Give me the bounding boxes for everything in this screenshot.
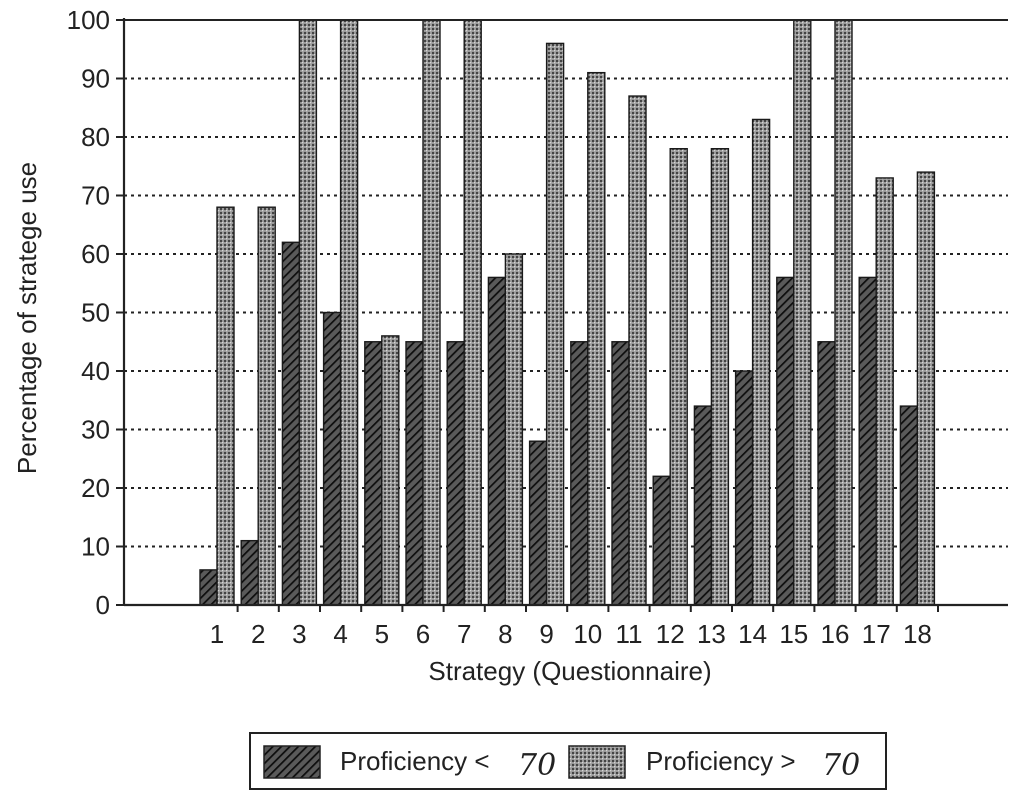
bar-low-3 <box>281 241 301 606</box>
bar-high-15 <box>793 19 812 606</box>
bar-low-7 <box>446 341 465 606</box>
bar-high-11 <box>628 95 647 606</box>
x-tick-labels: 1 2 3 4 5 6 7 8 9 10 11 12 13 14 15 16 17 18 <box>210 619 932 649</box>
bar-high-2 <box>257 206 276 606</box>
legend: Proficiency < 70 Proficiency > 70 <box>249 732 887 790</box>
x-tick-label: 9 <box>539 619 553 649</box>
bar-high-10 <box>587 71 606 606</box>
y-tick-label: 50 <box>81 298 110 328</box>
x-tick-label: 1 <box>210 619 224 649</box>
bar-high-17 <box>875 177 894 606</box>
y-tick-label: 70 <box>81 181 110 211</box>
x-tick-label: 14 <box>738 619 767 649</box>
x-axis-title: Strategy (Questionnaire) <box>428 656 711 686</box>
y-tick-label: 30 <box>81 415 110 445</box>
bar-low-10 <box>570 341 589 606</box>
x-tick-label: 17 <box>862 619 891 649</box>
y-tick-label: 60 <box>81 239 110 269</box>
bar-high-16 <box>834 19 853 606</box>
bar-high-1 <box>216 206 235 606</box>
y-tick-label: 100 <box>67 5 110 35</box>
bar-high-18 <box>916 171 936 606</box>
bar-high-6 <box>422 19 441 606</box>
bar-high-4 <box>339 19 359 606</box>
bar-low-12 <box>652 475 671 606</box>
legend-swatch-low <box>263 745 321 779</box>
y-tick-label: 10 <box>81 532 110 562</box>
bar-low-6 <box>405 341 424 606</box>
bar-low-2 <box>240 539 259 606</box>
y-tick-label: 40 <box>81 356 110 386</box>
bar-high-8 <box>504 253 524 606</box>
bar-low-8 <box>487 276 507 606</box>
bar-low-4 <box>322 311 342 606</box>
x-tick-label: 18 <box>903 619 932 649</box>
x-tick-label: 3 <box>292 619 306 649</box>
x-tick-label: 13 <box>697 619 726 649</box>
y-tick-label: 90 <box>81 64 110 94</box>
bar-high-13 <box>710 147 730 606</box>
y-axis-title: Percentage of stratege use <box>12 162 42 474</box>
bar-low-18 <box>899 405 919 606</box>
bar-low-5 <box>364 341 383 606</box>
legend-label-high: Proficiency > <box>646 746 796 776</box>
bar-low-11 <box>611 341 630 606</box>
x-tick-label: 15 <box>779 619 808 649</box>
x-tick-label: 11 <box>616 619 643 649</box>
bar-high-7 <box>463 19 482 606</box>
bar-low-15 <box>776 276 795 606</box>
legend-swatch-high <box>568 745 626 779</box>
legend-label-low: Proficiency < <box>340 746 490 776</box>
bar-high-5 <box>381 335 400 606</box>
x-tick-label: 12 <box>656 619 685 649</box>
axes <box>116 18 1008 612</box>
bar-high-14 <box>751 118 771 606</box>
x-tick-label: 8 <box>498 619 512 649</box>
y-tick-label: 80 <box>81 122 110 152</box>
bars <box>199 19 936 606</box>
y-tick-label: 20 <box>81 473 110 503</box>
legend-threshold-high: 70 <box>822 748 860 783</box>
y-tick-label: 0 <box>96 590 110 620</box>
legend-threshold-low: 70 <box>518 748 556 783</box>
bar-high-12 <box>669 147 688 606</box>
bar-low-16 <box>817 341 836 606</box>
bar-low-9 <box>528 440 548 606</box>
x-tick-label: 5 <box>375 619 389 649</box>
x-tick-label: 10 <box>573 619 602 649</box>
x-tick-label: 6 <box>416 619 430 649</box>
x-tick-label: 4 <box>333 619 347 649</box>
bar-high-3 <box>298 19 318 606</box>
bar-high-9 <box>545 42 565 606</box>
bar-low-1 <box>199 569 218 606</box>
bar-low-14 <box>734 370 754 606</box>
x-tick-label: 7 <box>457 619 471 649</box>
x-tick-label: 2 <box>251 619 265 649</box>
x-tick-label: 16 <box>821 619 850 649</box>
bar-low-13 <box>693 405 713 606</box>
y-tick-labels: 0 10 20 30 40 50 60 70 80 90 100 <box>67 5 110 620</box>
legend-box <box>249 732 887 790</box>
bar-low-17 <box>858 276 877 606</box>
